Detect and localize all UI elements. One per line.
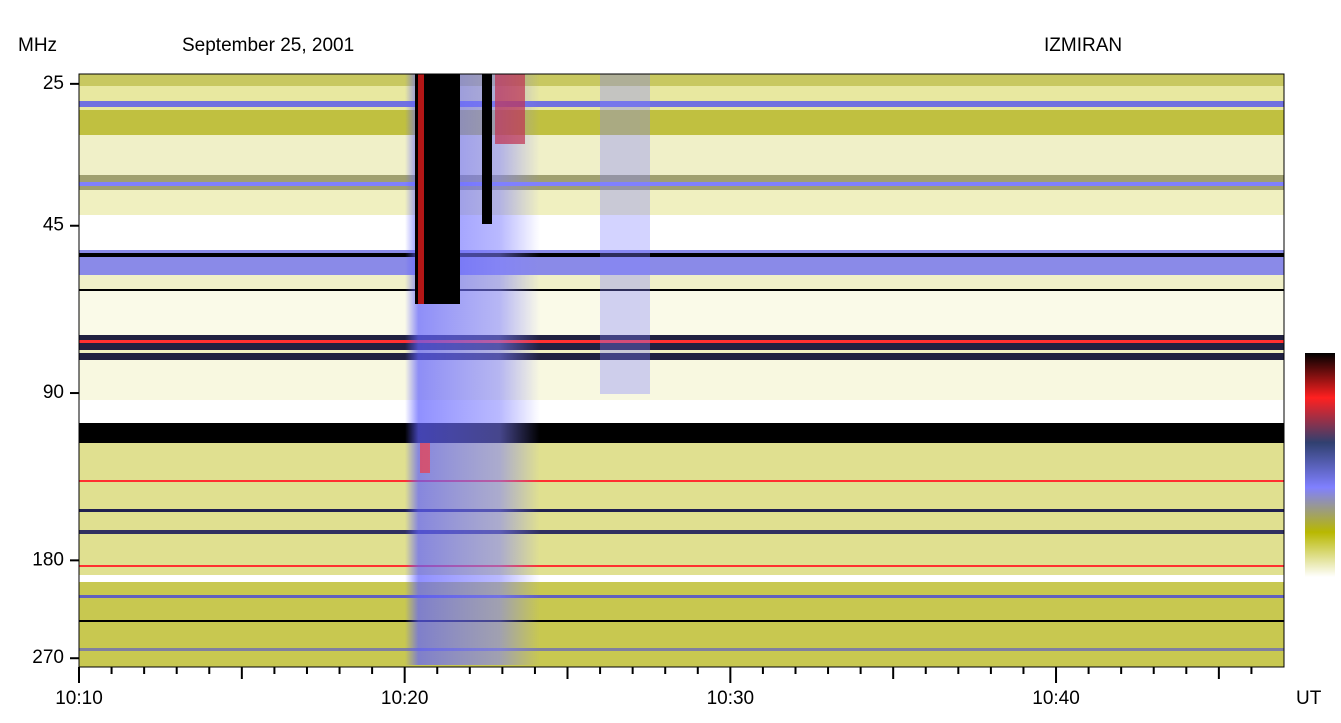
- x-tick-label: 10:40: [1032, 688, 1080, 709]
- y-tick-label: 45: [43, 215, 64, 236]
- x-tick-label: 10:30: [707, 688, 755, 709]
- chart-title: September 25, 2001: [182, 35, 354, 56]
- x-axis-label: UT: [1296, 688, 1322, 709]
- x-tick-label: 10:10: [55, 688, 103, 709]
- y-tick-label: 270: [32, 647, 64, 668]
- y-axis-label: MHz: [18, 35, 57, 56]
- y-tick-label: 25: [43, 73, 64, 94]
- y-tick-label: 90: [43, 382, 64, 403]
- y-tick-label: 180: [32, 549, 64, 570]
- source-label: IZMIRAN: [1044, 35, 1122, 56]
- spectrogram-image: [78, 73, 1285, 668]
- x-tick-label: 10:20: [381, 688, 429, 709]
- colorbar: [1305, 353, 1335, 577]
